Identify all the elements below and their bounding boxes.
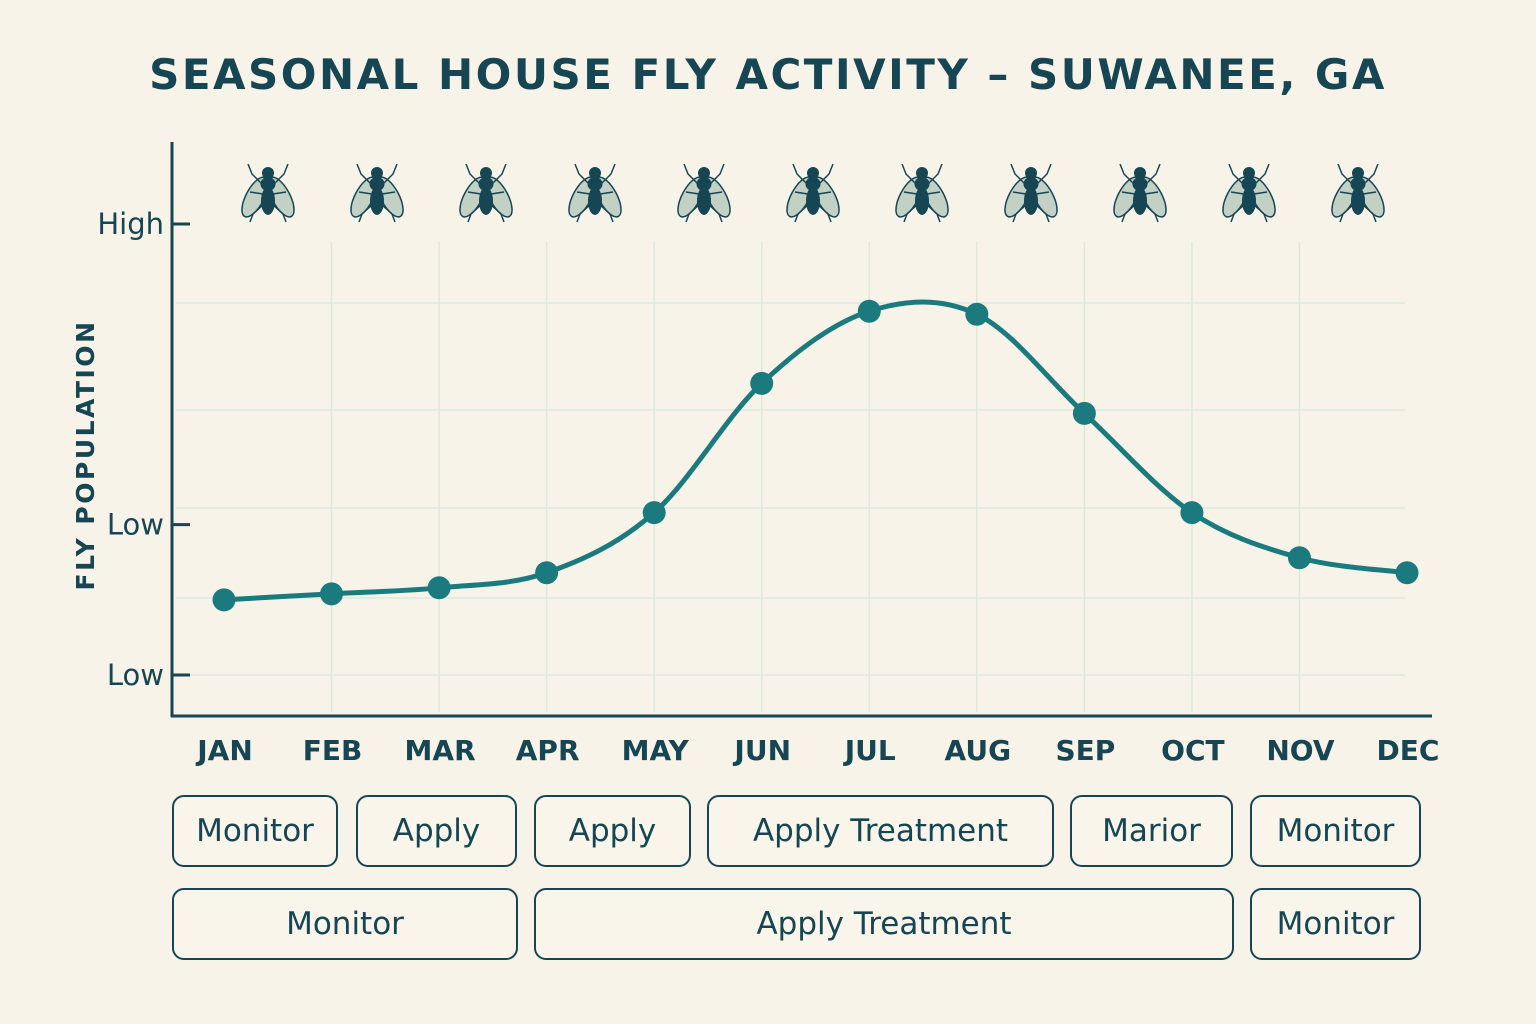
activity-button-monitor-jan[interactable]: Monitor — [172, 795, 338, 867]
activity-button-monitor-nov-dec[interactable]: Monitor — [1250, 795, 1421, 867]
y-tick-label: High — [97, 207, 164, 241]
x-tick-label: MAY — [622, 734, 690, 767]
x-tick-label: JAN — [195, 734, 253, 767]
x-tick-label: NOV — [1266, 734, 1334, 767]
house-fly-icon — [786, 163, 840, 223]
chart-plot: Low Low High FLY POPULATION JAN FEB MAR APR MAY J… — [71, 142, 1439, 767]
x-tick-label: JUN — [732, 734, 791, 767]
house-fly-icon — [241, 163, 295, 223]
fly-icon-row — [241, 163, 1385, 223]
data-point-jun — [750, 371, 774, 395]
x-tick-label: APR — [516, 734, 580, 767]
activity-button-monitor-jan-mar[interactable]: Monitor — [172, 888, 518, 960]
data-point-apr — [535, 561, 559, 585]
house-fly-icon — [350, 163, 404, 223]
data-point-dec — [1395, 561, 1419, 585]
house-fly-icon — [677, 163, 731, 223]
axes — [170, 142, 1432, 718]
house-fly-icon — [1222, 163, 1276, 223]
activity-button-apply-treatment-apr-oct[interactable]: Apply Treatment — [534, 888, 1234, 960]
activity-button-apply-treatment-summer[interactable]: Apply Treatment — [707, 795, 1054, 867]
x-tick-label: OCT — [1161, 734, 1224, 767]
activity-button-monitor-late[interactable]: Monitor — [1250, 888, 1421, 960]
data-point-may — [642, 501, 666, 525]
activity-button-apply-feb-mar[interactable]: Apply — [356, 795, 517, 867]
house-fly-icon — [568, 163, 622, 223]
house-fly-icon — [1113, 163, 1167, 223]
population-series — [212, 299, 1419, 612]
activity-button-apply-apr-may[interactable]: Apply — [534, 795, 691, 867]
data-point-sep — [1072, 401, 1096, 425]
y-axis-title: FLY POPULATION — [71, 320, 100, 591]
activity-button-marior-fall[interactable]: Marior — [1070, 795, 1233, 867]
data-point-jul — [857, 299, 881, 323]
population-line — [221, 299, 1410, 603]
x-tick-label: SEP — [1055, 734, 1115, 767]
house-fly-icon — [1331, 163, 1385, 223]
x-tick-label: MAR — [405, 734, 476, 767]
house-fly-icon — [1004, 163, 1058, 223]
grid-lines — [176, 242, 1405, 712]
x-tick-label: DEC — [1377, 734, 1440, 767]
house-fly-icon — [895, 163, 949, 223]
x-tick-label: JUL — [843, 734, 896, 767]
tick-labels: Low Low High FLY POPULATION JAN FEB MAR APR MAY J… — [71, 207, 1439, 767]
data-point-aug — [965, 302, 989, 326]
x-tick-label: AUG — [945, 734, 1012, 767]
data-point-mar — [427, 576, 451, 600]
data-point-nov — [1287, 546, 1311, 570]
chart-title: SEASONAL HOUSE FLY ACTIVITY – SUWANEE, G… — [149, 50, 1387, 99]
data-point-oct — [1180, 501, 1204, 525]
house-fly-icon — [459, 163, 513, 223]
y-tick-label: Low — [107, 658, 164, 692]
x-tick-label: FEB — [303, 734, 363, 767]
y-tick-label: Low — [107, 508, 164, 542]
data-point-feb — [320, 582, 344, 606]
data-point-jan — [212, 588, 236, 612]
